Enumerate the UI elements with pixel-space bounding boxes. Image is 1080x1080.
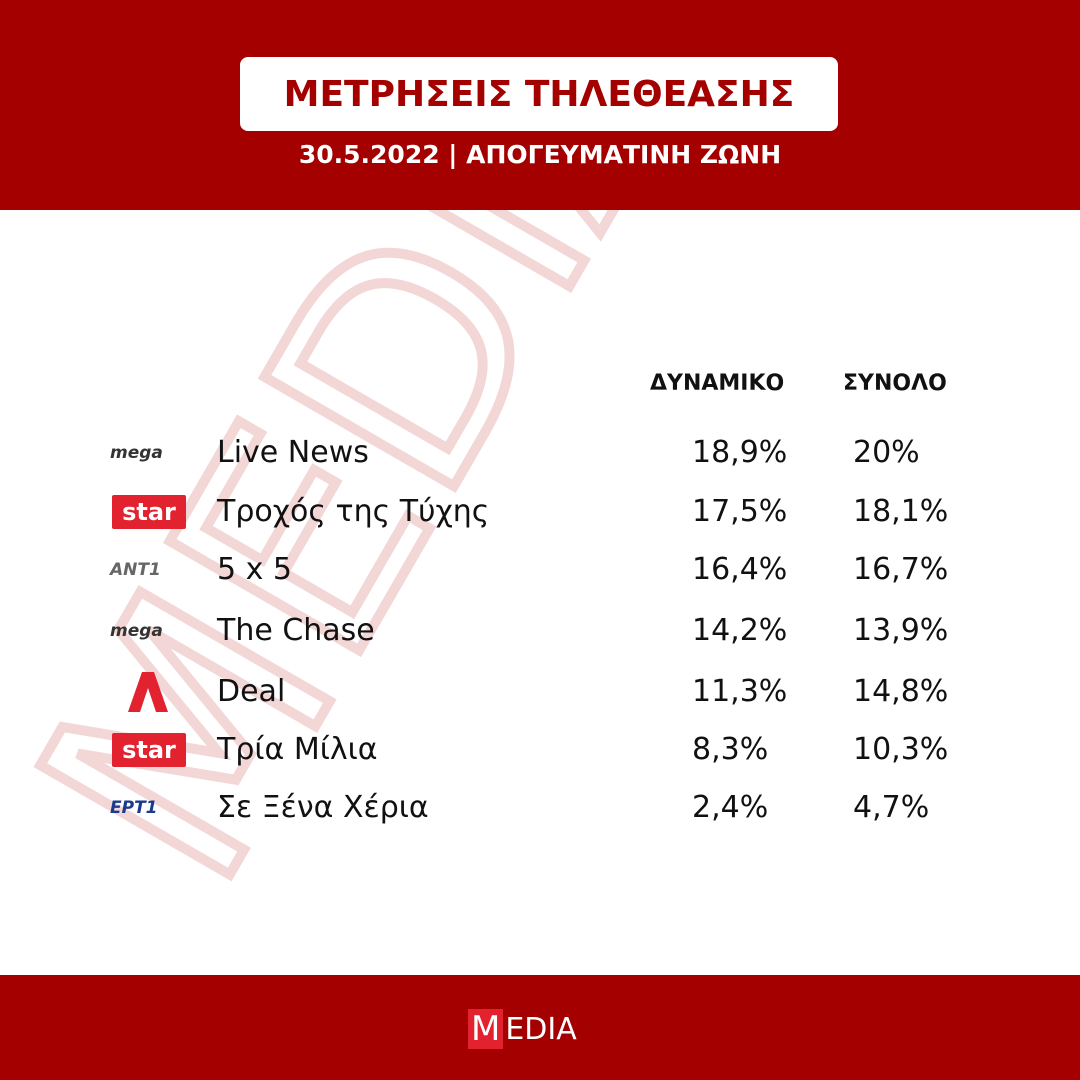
rating-value: 10,3% — [853, 732, 949, 767]
show-name: The Chase — [217, 613, 375, 648]
show-name: 5 x 5 — [217, 552, 292, 587]
title-box: ΜΕΤΡΗΣΕΙΣ ΤΗΛΕΘΕΑΣΗΣ — [240, 57, 838, 131]
rating-value: 14,8% — [853, 674, 949, 709]
channel-logo-shape — [128, 672, 168, 712]
footer-logo-rest: EDIA — [505, 1011, 577, 1047]
rating-value: 18,9% — [692, 435, 788, 470]
title: ΜΕΤΡΗΣΕΙΣ ΤΗΛΕΘΕΑΣΗΣ — [283, 73, 795, 115]
rating-value: 20% — [853, 435, 920, 470]
header-band: ΜΕΤΡΗΣΕΙΣ ΤΗΛΕΘΕΑΣΗΣ 30.5.2022 | ΑΠΟΓΕΥΜ… — [0, 0, 1080, 210]
channel-logo: ΕΡΤ1 — [110, 798, 158, 818]
channel-logo: mega — [110, 443, 163, 463]
rating-value: 18,1% — [853, 494, 949, 529]
footer-logo: M EDIA — [468, 1009, 577, 1049]
channel-logo: star — [112, 733, 186, 767]
show-name: Τρία Μίλια — [217, 732, 378, 767]
show-name: Σε Ξένα Χέρια — [217, 790, 429, 825]
column-header: ΣΥΝΟΛΟ — [843, 371, 947, 396]
subtitle: 30.5.2022 | ΑΠΟΓΕΥΜΑΤΙΝΗ ΖΩΝΗ — [298, 140, 782, 169]
channel-logo: ANT1 — [110, 560, 161, 580]
show-name: Live News — [217, 435, 369, 470]
channel-logo: mega — [110, 621, 163, 641]
rating-value: 11,3% — [692, 674, 788, 709]
rating-value: 13,9% — [853, 613, 949, 648]
footer-band: M EDIA — [0, 975, 1080, 1080]
rating-value: 8,3% — [692, 732, 769, 767]
show-name: Τροχός της Τύχης — [217, 494, 490, 529]
rating-value: 2,4% — [692, 790, 769, 825]
rating-value: 16,4% — [692, 552, 788, 587]
column-header: ΔΥΝΑΜΙΚΟ — [650, 371, 785, 396]
show-name: Deal — [217, 674, 286, 709]
rating-value: 14,2% — [692, 613, 788, 648]
footer-logo-m: M — [468, 1009, 504, 1049]
channel-logo: star — [112, 495, 186, 529]
rating-value: 17,5% — [692, 494, 788, 529]
rating-value: 4,7% — [853, 790, 930, 825]
channel-logo — [128, 672, 168, 712]
rating-value: 16,7% — [853, 552, 949, 587]
